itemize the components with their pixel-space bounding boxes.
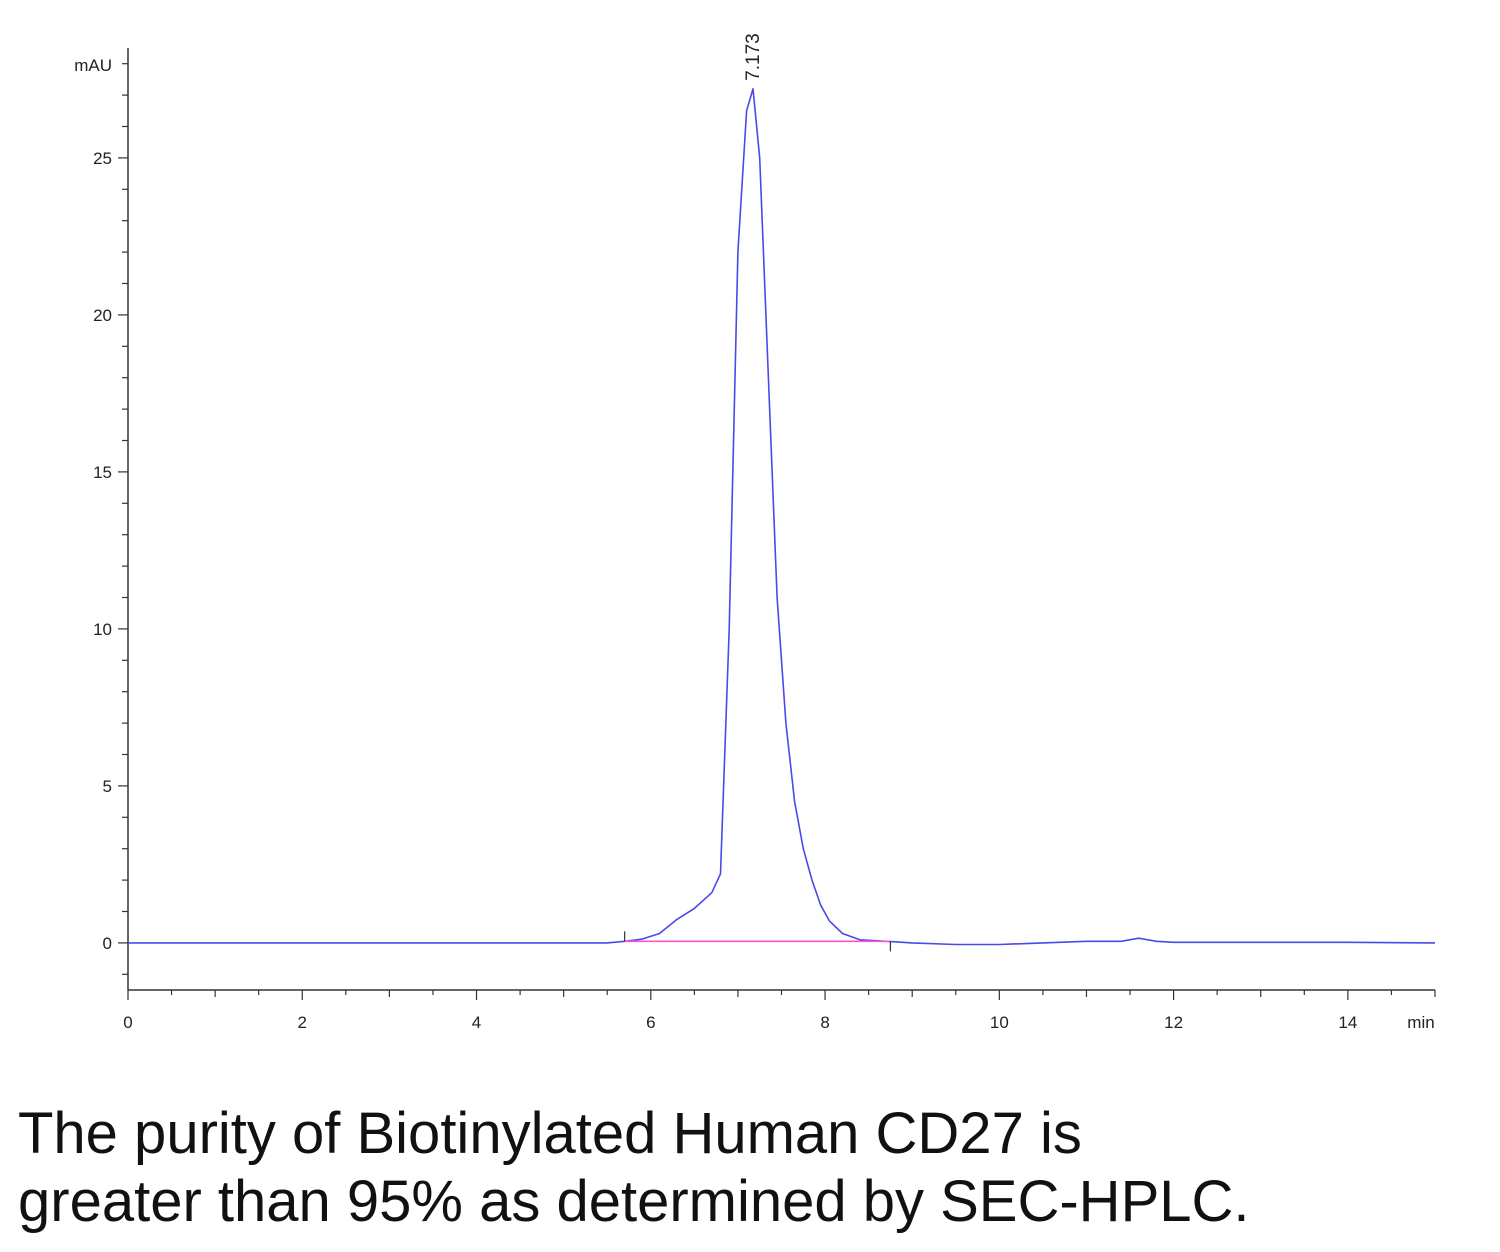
x-axis-label: min bbox=[1407, 1013, 1434, 1032]
x-tick-label: 12 bbox=[1164, 1013, 1183, 1032]
caption-line-2: greater than 95% as determined by SEC-HP… bbox=[18, 1169, 1250, 1234]
x-tick-label: 4 bbox=[472, 1013, 481, 1032]
peak-label: 7.173 bbox=[743, 33, 764, 81]
x-tick-label: 10 bbox=[990, 1013, 1009, 1032]
caption-line-1: The purity of Biotinylated Human CD27 is bbox=[18, 1101, 1082, 1166]
y-tick-label: 20 bbox=[93, 306, 112, 325]
axes bbox=[127, 48, 1435, 991]
x-tick-label: 6 bbox=[646, 1013, 655, 1032]
y-tick-label: 5 bbox=[103, 777, 112, 796]
y-axis-label: mAU bbox=[74, 56, 112, 75]
y-tick-label: 10 bbox=[93, 620, 112, 639]
chromatogram-chart: 0 5 10 15 20 25 0 2 4 6 8 10 12 14 mAU min 7.173 bbox=[74, 33, 1436, 1032]
series-layer bbox=[128, 88, 1436, 952]
ticks: 0 5 10 15 20 25 0 2 4 6 8 10 12 14 bbox=[93, 63, 1436, 1032]
y-tick-label: 25 bbox=[93, 149, 112, 168]
x-tick-label: 14 bbox=[1338, 1013, 1357, 1032]
caption: The purity of Biotinylated Human CD27 is… bbox=[18, 1100, 1478, 1236]
x-tick-label: 8 bbox=[820, 1013, 829, 1032]
y-tick-label: 0 bbox=[103, 934, 112, 953]
x-tick-label: 0 bbox=[123, 1013, 132, 1032]
x-tick-label: 2 bbox=[298, 1013, 307, 1032]
signal-trace bbox=[128, 88, 1436, 946]
y-tick-label: 15 bbox=[93, 463, 112, 482]
